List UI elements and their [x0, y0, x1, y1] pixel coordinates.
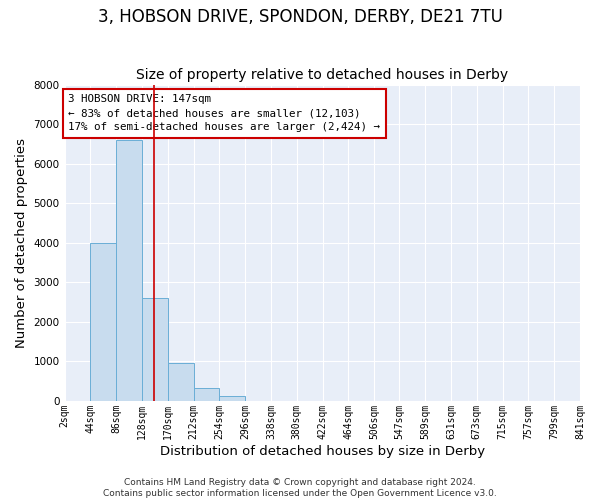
Text: Contains HM Land Registry data © Crown copyright and database right 2024.
Contai: Contains HM Land Registry data © Crown c…: [103, 478, 497, 498]
Bar: [142, 298, 168, 401]
Bar: [168, 364, 194, 401]
Text: 3 HOBSON DRIVE: 147sqm
← 83% of detached houses are smaller (12,103)
17% of semi: 3 HOBSON DRIVE: 147sqm ← 83% of detached…: [68, 94, 380, 132]
X-axis label: Distribution of detached houses by size in Derby: Distribution of detached houses by size …: [160, 444, 485, 458]
Bar: [194, 388, 220, 401]
Bar: [116, 140, 142, 401]
Text: 3, HOBSON DRIVE, SPONDON, DERBY, DE21 7TU: 3, HOBSON DRIVE, SPONDON, DERBY, DE21 7T…: [98, 8, 502, 26]
Bar: [91, 242, 116, 401]
Bar: [220, 396, 245, 401]
Y-axis label: Number of detached properties: Number of detached properties: [15, 138, 28, 348]
Title: Size of property relative to detached houses in Derby: Size of property relative to detached ho…: [136, 68, 508, 82]
